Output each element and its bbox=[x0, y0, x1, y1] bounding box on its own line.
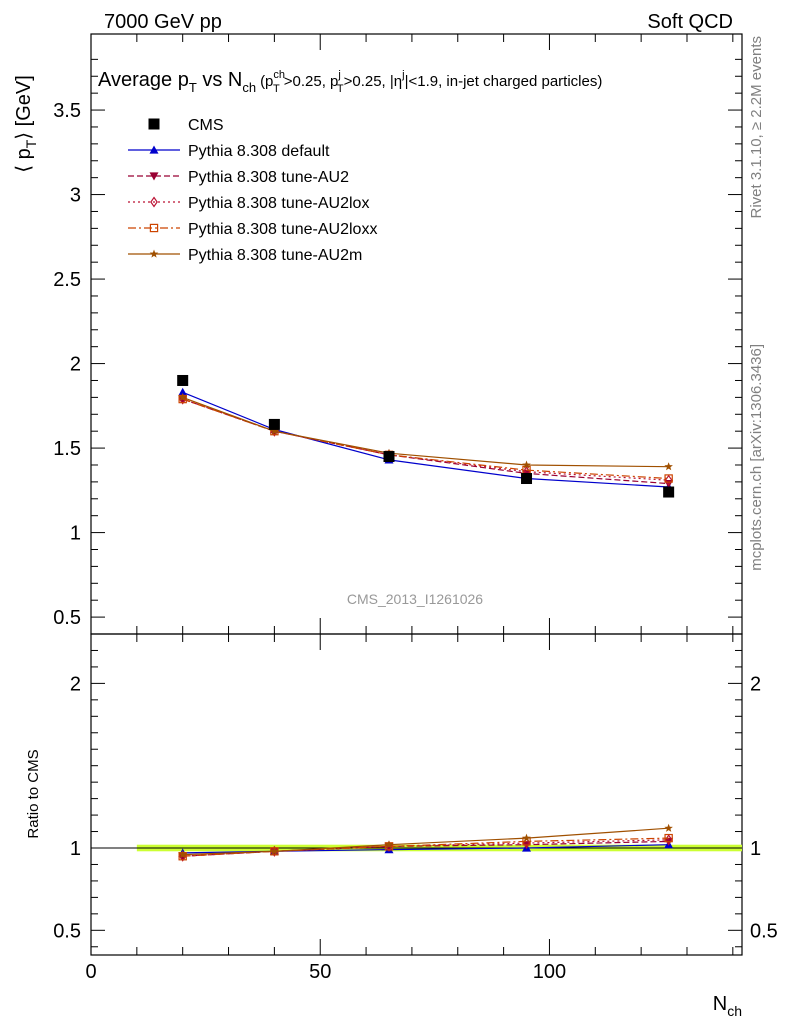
legend-label: Pythia 8.308 tune-AU2m bbox=[188, 247, 362, 264]
legend: CMS Pythia 8.308 default Pythia 8.308 tune… bbox=[128, 117, 377, 264]
main-y-axis-label: ⟨ pT⟩ [GeV] bbox=[13, 75, 39, 173]
legend-item-default: Pythia 8.308 default bbox=[128, 143, 330, 160]
legend-marker bbox=[148, 118, 160, 130]
point-au2loxx bbox=[664, 474, 673, 483]
ratio-point-au2m bbox=[384, 840, 394, 849]
legend-marker bbox=[149, 223, 159, 233]
main-y-axis: 0.5 1 1.5 2 2.5 3 3.5 bbox=[53, 58, 742, 629]
series-au2 bbox=[178, 395, 674, 489]
series-au2loxx bbox=[178, 394, 673, 483]
x-tick-label: 50 bbox=[309, 961, 331, 983]
ratio-point-au2m bbox=[270, 846, 279, 855]
header-left: 7000 GeV pp bbox=[104, 11, 222, 33]
ratio-y-tick-label-right: 2 bbox=[750, 673, 761, 695]
main-series-layer bbox=[177, 374, 675, 498]
point-au2m bbox=[664, 462, 673, 471]
mcplots-label: mcplots.cern.ch [arXiv:1306.3436] bbox=[748, 344, 765, 571]
ratio-series-layer bbox=[178, 823, 674, 862]
ratio-series-au2m bbox=[178, 823, 673, 859]
point-au2m bbox=[522, 460, 531, 469]
series-default bbox=[178, 387, 674, 491]
point-au2m bbox=[178, 392, 187, 401]
legend-item-au2loxx: Pythia 8.308 tune-AU2loxx bbox=[128, 221, 377, 238]
ratio-y-tick-label: 0.5 bbox=[53, 920, 81, 942]
series-cms bbox=[177, 374, 675, 498]
ratio-y-tick-label-right: 1 bbox=[750, 838, 761, 860]
legend-label: CMS bbox=[188, 117, 224, 134]
ratio-y-axis: 0.5 0.5 1 1 2 2 bbox=[53, 649, 778, 948]
legend-item-au2: Pythia 8.308 tune-AU2 bbox=[128, 169, 349, 186]
ratio-line-au2 bbox=[182, 840, 669, 857]
series-line-default bbox=[182, 391, 669, 488]
ratio-point-au2loxx bbox=[664, 833, 673, 843]
point-default bbox=[178, 387, 188, 396]
ratio-y-tick-label: 2 bbox=[70, 673, 81, 695]
legend-marker bbox=[150, 196, 158, 208]
ratio-point-au2m bbox=[664, 823, 673, 832]
ratio-point-au2lox bbox=[270, 845, 279, 857]
series-line-au2 bbox=[182, 398, 669, 485]
series-line-au2loxx bbox=[182, 398, 669, 480]
series-line-au2lox bbox=[182, 398, 669, 481]
legend-marker bbox=[149, 172, 159, 181]
point-cms bbox=[521, 473, 533, 485]
point-cms bbox=[177, 374, 189, 386]
point-cms bbox=[383, 451, 395, 463]
y-tick-label: 3.5 bbox=[53, 100, 81, 122]
ratio-y-axis-label: Ratio to CMS bbox=[25, 749, 42, 838]
ratio-point-au2m bbox=[522, 833, 531, 842]
legend-item-cms: CMS bbox=[148, 117, 224, 134]
y-tick-label: 2.5 bbox=[53, 269, 81, 291]
x-axis-label: Nch bbox=[713, 993, 742, 1019]
x-tick-label: 100 bbox=[533, 961, 566, 983]
legend-marker bbox=[149, 145, 159, 154]
header-right: Soft QCD bbox=[647, 11, 733, 33]
legend-label: Pythia 8.308 tune-AU2loxx bbox=[188, 221, 377, 238]
rivet-version-label: Rivet 3.1.10, ≥ 2.2M events bbox=[748, 36, 765, 219]
plot-title: Average pT vs Nch (pch T >0.25, pj T>0.25, |… bbox=[98, 69, 602, 95]
x-axis: 0 50 100 bbox=[85, 34, 734, 983]
legend-label: Pythia 8.308 tune-AU2lox bbox=[188, 195, 369, 212]
legend-item-au2m: Pythia 8.308 tune-AU2m bbox=[128, 247, 362, 264]
ratio-y-tick-label: 1 bbox=[70, 838, 81, 860]
legend-marker bbox=[149, 249, 159, 258]
ratio-point-au2m bbox=[178, 850, 187, 859]
legend-label: Pythia 8.308 tune-AU2 bbox=[188, 169, 349, 186]
y-tick-label: 3 bbox=[70, 185, 81, 207]
ratio-y-tick-label-right: 0.5 bbox=[750, 920, 778, 942]
point-au2m bbox=[270, 426, 279, 435]
ratio-line-au2loxx bbox=[182, 837, 669, 857]
series-line-au2m bbox=[182, 396, 669, 468]
ratio-plot-frame bbox=[90, 633, 743, 956]
point-cms bbox=[663, 486, 675, 498]
point-cms bbox=[268, 418, 280, 430]
legend-item-au2lox: Pythia 8.308 tune-AU2lox bbox=[128, 195, 369, 212]
y-tick-label: 1 bbox=[70, 523, 81, 545]
y-tick-label: 2 bbox=[70, 354, 81, 376]
series-au2lox bbox=[178, 393, 673, 486]
x-tick-label: 0 bbox=[85, 961, 96, 983]
y-tick-label: 0.5 bbox=[53, 607, 81, 629]
legend-label: Pythia 8.308 default bbox=[188, 143, 330, 160]
y-tick-label: 1.5 bbox=[53, 438, 81, 460]
analysis-id-label: CMS_2013_I1261026 bbox=[347, 591, 483, 607]
